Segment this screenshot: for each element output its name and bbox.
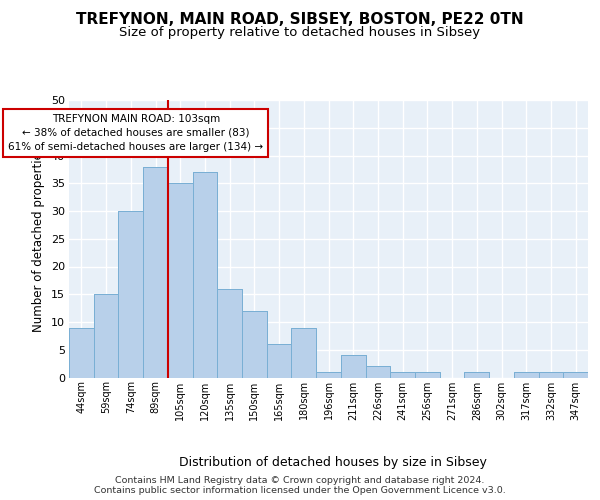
Bar: [316, 372, 341, 378]
Bar: [143, 166, 168, 378]
Text: TREFYNON, MAIN ROAD, SIBSEY, BOSTON, PE22 0TN: TREFYNON, MAIN ROAD, SIBSEY, BOSTON, PE2…: [76, 12, 524, 28]
Bar: [94, 294, 118, 378]
Bar: [242, 311, 267, 378]
Bar: [118, 211, 143, 378]
Bar: [563, 372, 588, 378]
Text: Distribution of detached houses by size in Sibsey: Distribution of detached houses by size …: [179, 456, 487, 469]
Bar: [464, 372, 489, 378]
Bar: [143, 166, 168, 378]
Bar: [292, 328, 316, 378]
Bar: [168, 183, 193, 378]
Bar: [341, 356, 365, 378]
Text: TREFYNON MAIN ROAD: 103sqm
← 38% of detached houses are smaller (83)
61% of semi: TREFYNON MAIN ROAD: 103sqm ← 38% of deta…: [8, 114, 263, 152]
Bar: [193, 172, 217, 378]
Bar: [365, 366, 390, 378]
Bar: [267, 344, 292, 378]
Bar: [217, 288, 242, 378]
Bar: [415, 372, 440, 378]
Bar: [539, 372, 563, 378]
Bar: [390, 372, 415, 378]
Bar: [316, 372, 341, 378]
Bar: [365, 366, 390, 378]
Bar: [118, 211, 143, 378]
Bar: [341, 356, 365, 378]
Bar: [415, 372, 440, 378]
Text: Size of property relative to detached houses in Sibsey: Size of property relative to detached ho…: [119, 26, 481, 39]
Y-axis label: Number of detached properties: Number of detached properties: [32, 146, 45, 332]
Bar: [539, 372, 563, 378]
Bar: [242, 311, 267, 378]
Bar: [193, 172, 217, 378]
Bar: [69, 328, 94, 378]
Bar: [563, 372, 588, 378]
Bar: [94, 294, 118, 378]
Text: Contains HM Land Registry data © Crown copyright and database right 2024.
Contai: Contains HM Land Registry data © Crown c…: [94, 476, 506, 495]
Bar: [390, 372, 415, 378]
Bar: [292, 328, 316, 378]
Bar: [464, 372, 489, 378]
Bar: [514, 372, 539, 378]
Bar: [217, 288, 242, 378]
Bar: [69, 328, 94, 378]
Bar: [168, 183, 193, 378]
Bar: [267, 344, 292, 378]
Bar: [514, 372, 539, 378]
